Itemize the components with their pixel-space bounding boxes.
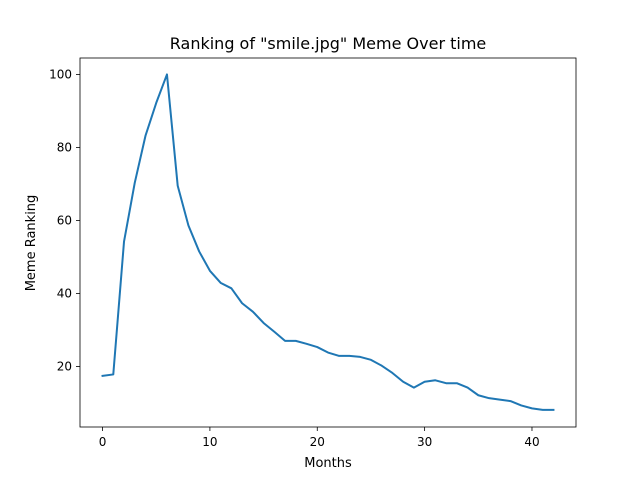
y-tick-label: 40	[57, 286, 72, 300]
data-point	[456, 382, 458, 384]
data-point	[306, 343, 308, 345]
data-point	[381, 365, 383, 367]
data-point	[370, 359, 372, 361]
series-group	[101, 73, 555, 411]
x-tick-label: 40	[524, 435, 539, 449]
data-point	[144, 135, 146, 137]
data-point	[263, 322, 265, 324]
y-tick-label: 100	[49, 67, 72, 81]
data-point	[316, 346, 318, 348]
data-point	[413, 387, 415, 389]
data-point	[542, 409, 544, 411]
data-point	[273, 331, 275, 333]
data-point	[241, 302, 243, 304]
data-point	[112, 373, 114, 375]
data-point	[531, 407, 533, 409]
data-point	[477, 394, 479, 396]
x-tick-label: 30	[417, 435, 432, 449]
data-point	[424, 381, 426, 383]
data-point	[220, 282, 222, 284]
data-point	[155, 102, 157, 104]
data-point	[230, 287, 232, 289]
x-tick-label: 10	[202, 435, 217, 449]
data-point	[467, 387, 469, 389]
tick-marks	[76, 74, 533, 431]
y-tick-label: 80	[57, 140, 72, 154]
data-point	[134, 182, 136, 184]
data-point	[348, 355, 350, 357]
data-point	[177, 185, 179, 187]
x-axis-label: Months	[304, 456, 352, 471]
data-point	[499, 399, 501, 401]
chart-title: Ranking of "smile.jpg" Meme Over time	[170, 34, 487, 53]
data-point	[166, 73, 168, 75]
y-tick-label: 20	[57, 359, 72, 373]
y-axis-label: Meme Ranking	[24, 195, 39, 292]
tick-labels: 0 10 20 30 40 20 40 60 80 100	[49, 67, 540, 449]
data-point	[102, 375, 104, 377]
data-point	[284, 340, 286, 342]
series-line	[101, 73, 555, 411]
data-point	[338, 355, 340, 357]
x-tick-label: 20	[310, 435, 325, 449]
data-point	[295, 340, 297, 342]
data-point	[123, 241, 125, 243]
plot-frame	[79, 57, 577, 428]
data-point	[552, 409, 554, 411]
data-point	[445, 382, 447, 384]
data-point	[434, 379, 436, 381]
data-point	[391, 372, 393, 374]
x-tick-label: 0	[99, 435, 107, 449]
data-point	[510, 400, 512, 402]
data-point	[359, 356, 361, 358]
data-point	[209, 270, 211, 272]
axes	[79, 57, 577, 428]
data-point	[327, 352, 329, 354]
data-point	[252, 311, 254, 313]
data-point	[488, 397, 490, 399]
data-point	[187, 225, 189, 227]
y-tick-label: 60	[57, 213, 72, 227]
data-point	[198, 250, 200, 252]
data-point	[520, 404, 522, 406]
data-point	[402, 381, 404, 383]
